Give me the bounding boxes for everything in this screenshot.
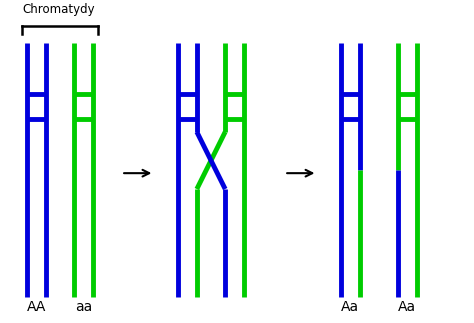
Text: aa: aa	[75, 300, 92, 314]
Text: AA: AA	[27, 300, 46, 314]
Text: Chromatydy: Chromatydy	[22, 3, 95, 16]
Text: Aa: Aa	[341, 300, 359, 314]
Text: Aa: Aa	[398, 300, 416, 314]
